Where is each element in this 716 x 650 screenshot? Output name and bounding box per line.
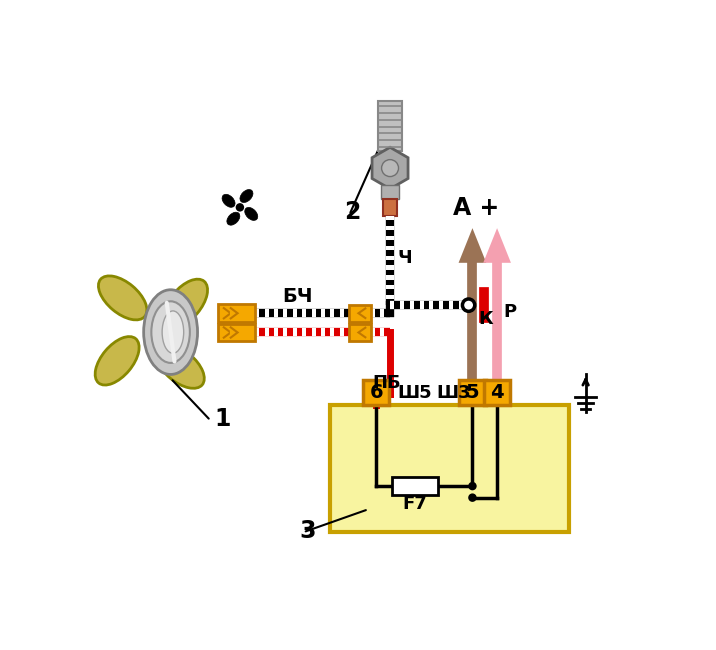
Text: БЧ: БЧ	[282, 287, 313, 305]
Ellipse shape	[151, 302, 190, 363]
Ellipse shape	[98, 276, 147, 320]
Text: 2: 2	[344, 200, 360, 224]
Circle shape	[236, 203, 244, 212]
Ellipse shape	[162, 311, 184, 354]
Polygon shape	[359, 308, 366, 318]
Text: Ш3: Ш3	[436, 384, 470, 402]
Circle shape	[382, 160, 399, 177]
Ellipse shape	[245, 207, 258, 220]
Polygon shape	[458, 228, 486, 263]
Text: 5: 5	[465, 384, 479, 402]
Bar	[218, 324, 256, 341]
Bar	[383, 199, 397, 216]
Ellipse shape	[156, 344, 204, 388]
Ellipse shape	[163, 279, 208, 328]
Bar	[218, 304, 256, 322]
Circle shape	[463, 299, 475, 311]
Text: Р: Р	[503, 303, 516, 320]
Polygon shape	[223, 307, 231, 319]
Bar	[330, 405, 569, 532]
Text: 1: 1	[215, 407, 231, 431]
Ellipse shape	[222, 194, 235, 207]
Text: К: К	[478, 311, 493, 328]
Bar	[381, 185, 400, 199]
Text: F7: F7	[402, 495, 427, 514]
Text: Ч: Ч	[398, 249, 412, 266]
Bar	[378, 101, 402, 151]
Text: Ш5: Ш5	[397, 384, 432, 402]
Bar	[349, 324, 371, 341]
Polygon shape	[230, 327, 238, 338]
Bar	[460, 380, 485, 405]
Ellipse shape	[227, 212, 240, 225]
Bar	[349, 305, 371, 322]
Ellipse shape	[95, 337, 139, 385]
Text: 6: 6	[369, 384, 383, 402]
Bar	[363, 380, 390, 405]
Circle shape	[468, 482, 477, 490]
Ellipse shape	[240, 190, 253, 203]
Polygon shape	[230, 307, 238, 319]
Bar	[392, 477, 437, 495]
Text: 3: 3	[299, 519, 316, 543]
Polygon shape	[223, 327, 231, 338]
Polygon shape	[372, 148, 408, 189]
Polygon shape	[359, 327, 366, 338]
Circle shape	[468, 493, 477, 502]
Text: А +: А +	[453, 196, 500, 220]
Text: 4: 4	[490, 384, 504, 402]
Polygon shape	[483, 228, 511, 263]
Text: ПБ: ПБ	[372, 374, 401, 393]
Bar	[484, 380, 511, 405]
Ellipse shape	[144, 290, 198, 374]
